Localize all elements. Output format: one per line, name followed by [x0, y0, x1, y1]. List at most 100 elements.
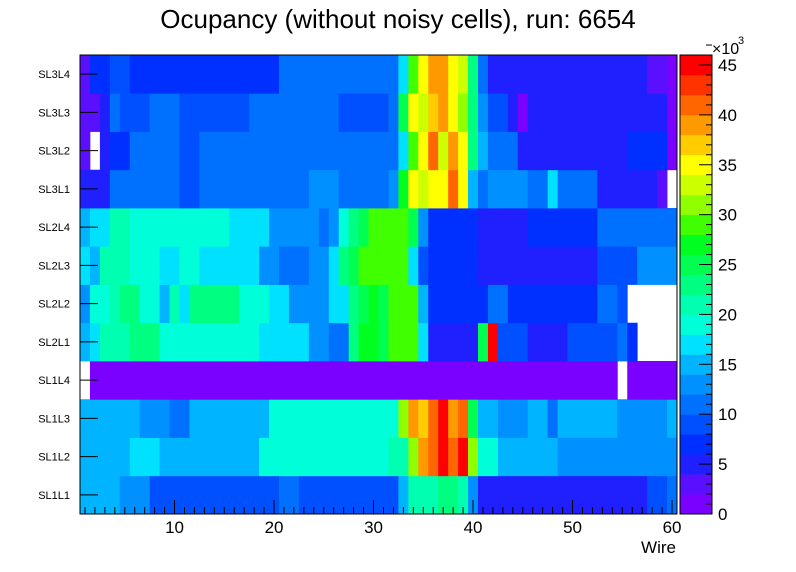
heatmap-cell: [497, 322, 529, 362]
heatmap-cell: [338, 93, 389, 132]
heatmap-cell: [487, 169, 529, 209]
heatmap-cell: [527, 169, 549, 209]
heatmap-cell: [517, 93, 529, 132]
heatmap-cell: [169, 284, 180, 324]
heatmap-cell: [169, 322, 230, 362]
heatmap-cell: [189, 399, 270, 438]
heatmap-cell: [109, 55, 131, 94]
heatmap-cell: [478, 437, 499, 477]
heatmap-cell: [438, 475, 459, 515]
heatmap-cell: [418, 399, 429, 438]
color-scale-tick-label: 40: [718, 106, 737, 125]
heatmap-cell: [657, 169, 668, 209]
x-tick-label: 30: [364, 518, 383, 537]
heatmap-cell: [388, 437, 409, 477]
heatmap-cell: [468, 437, 479, 477]
color-scale-tick-label: 5: [718, 455, 727, 474]
heatmap-cell: [308, 169, 340, 209]
heatmap-cell: [189, 284, 240, 324]
heatmap-cell: [358, 284, 369, 324]
heatmap-cell: [428, 131, 439, 171]
color-scale-tick-label: 20: [718, 305, 737, 324]
color-scale-swatch: [680, 154, 712, 176]
color-scale-swatch: [680, 454, 712, 475]
heatmap-cell: [408, 208, 419, 247]
color-scale-swatch: [680, 134, 712, 156]
heatmap-cell: [408, 131, 419, 171]
heatmap-cell: [497, 399, 529, 438]
heatmap-cell: [557, 169, 598, 209]
heatmap-cell: [378, 169, 389, 209]
heatmap-cell: [348, 284, 359, 324]
heatmap-cell: [149, 93, 180, 132]
y-tick-label: SL2L4: [38, 222, 70, 234]
y-tick-label: SL1L2: [38, 452, 70, 464]
color-scale-swatch: [680, 274, 712, 295]
heatmap-cell: [468, 93, 479, 132]
heatmap-cell: [129, 208, 151, 247]
heatmap-cell: [159, 246, 180, 285]
heatmap-cell: [428, 93, 439, 132]
heatmap-cell: [448, 399, 459, 438]
heatmap-cell: [517, 131, 628, 171]
heatmap-cell: [308, 322, 330, 362]
heatmap-cell: [458, 169, 469, 209]
heatmap-cell: [597, 169, 658, 209]
heatmap-cell: [269, 399, 399, 438]
heatmap-cell: [448, 131, 459, 171]
heatmap-cell: [647, 475, 668, 515]
heatmap-cell: [468, 399, 479, 438]
heatmap-cell: [109, 208, 131, 247]
heatmap-cell: [428, 55, 449, 94]
heatmap-cell: [279, 55, 399, 94]
heatmap-cell: [627, 361, 678, 400]
y-tick-label: SL1L4: [38, 375, 70, 387]
color-scale-swatch: [680, 394, 712, 415]
y-tick-label: SL3L1: [38, 184, 70, 196]
heatmap-cell: [428, 246, 479, 285]
color-scale-swatch: [680, 374, 712, 395]
heatmap-cell: [617, 284, 628, 324]
heatmap-cell: [368, 284, 379, 324]
heatmap-cell: [418, 437, 429, 477]
heatmap-cell: [348, 322, 359, 362]
heatmap-cell: [179, 437, 260, 477]
heatmap-cell: [318, 131, 399, 171]
heatmap-cell: [398, 399, 409, 438]
chart-title: Ocupancy (without noisy cells), run: 665…: [160, 4, 635, 34]
x-axis-label: Wire: [641, 538, 676, 557]
y-tick-label: SL3L4: [38, 69, 70, 81]
color-scale-tick-label: 10: [718, 405, 737, 424]
heatmap-cell: [408, 437, 419, 477]
heatmap-cell: [229, 322, 260, 362]
heatmap-cell: [418, 55, 429, 94]
heatmap-cell: [468, 131, 479, 171]
heatmap-cell: [428, 437, 439, 477]
heatmap-cell: [179, 169, 200, 209]
color-scale-swatch: [680, 94, 712, 116]
heatmap-cell: [617, 399, 668, 438]
color-scale-tick-label: 35: [718, 156, 737, 175]
heatmap-cells: [80, 55, 678, 515]
heatmap-cell: [398, 169, 409, 209]
heatmap-cell: [408, 55, 419, 94]
color-scale: 0 5 10 15 20 25 30 35 40 45: [679, 44, 737, 524]
heatmap-cell: [269, 284, 290, 324]
heatmap-cell: [527, 93, 668, 132]
heatmap-cell: [159, 208, 230, 247]
heatmap-cell: [428, 208, 479, 247]
heatmap-cell: [388, 93, 399, 132]
heatmap-cell: [259, 246, 280, 285]
heatmap-cell: [487, 93, 509, 132]
heatmap-cell: [179, 246, 200, 285]
heatmap-cell: [597, 246, 638, 285]
y-axis: SL1L1 SL1L2 SL1L3 SL1L4 SL2L1 SL2L2 SL2L3 SL2L4…: [38, 69, 98, 502]
heatmap-cell: [338, 284, 350, 324]
heatmap-cell: [348, 246, 359, 285]
color-scale-swatch: [680, 294, 712, 315]
y-tick-label: SL3L3: [38, 107, 70, 119]
color-scale-swatch: [680, 74, 712, 96]
heatmap-cell: [617, 322, 628, 362]
heatmap-cell: [468, 55, 479, 94]
